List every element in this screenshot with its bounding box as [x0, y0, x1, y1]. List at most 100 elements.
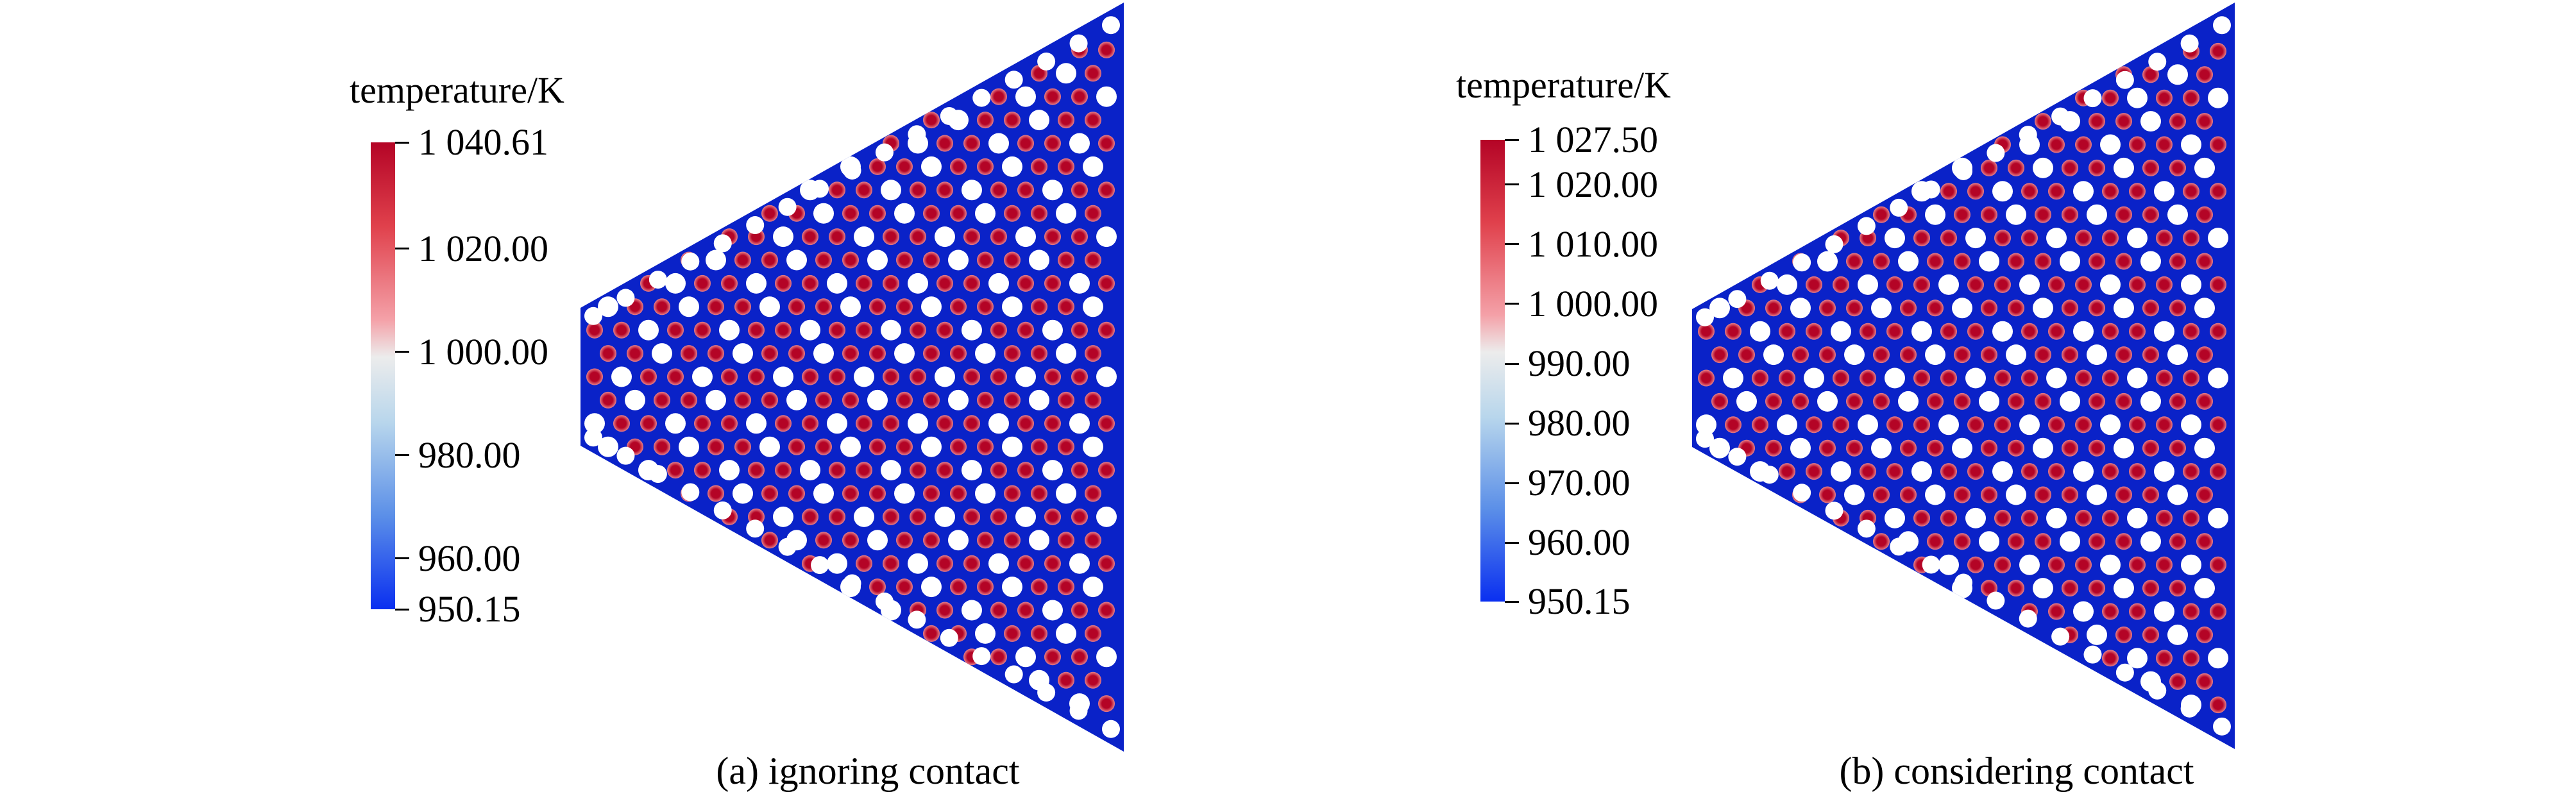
fuel-hotspot [2142, 439, 2159, 457]
fuel-hotspot [802, 274, 818, 292]
edge-channel [713, 234, 732, 253]
fuel-hotspot [1860, 369, 1876, 387]
coolant-channel [2087, 204, 2107, 225]
fuel-hotspot [654, 298, 670, 316]
edge-channel [908, 125, 926, 144]
fuel-hotspot [896, 251, 913, 269]
fuel-hotspot [2210, 463, 2226, 480]
fuel-hotspot [2089, 159, 2105, 176]
coolant-channel [584, 413, 605, 434]
fuel-hotspot [1860, 323, 1876, 340]
colorbar-tick-label: 960.00 [418, 537, 521, 579]
fuel-hotspot [1981, 346, 1997, 364]
fuel-hotspot [2035, 346, 2051, 364]
coolant-channel [1083, 156, 1103, 177]
coolant-channel [611, 366, 632, 387]
fuel-hotspot [1044, 648, 1061, 666]
fuel-hotspot [2062, 346, 2078, 364]
fuel-hotspot [2183, 89, 2199, 106]
coolant-channel [679, 296, 699, 317]
coolant-channel [773, 366, 793, 387]
coolant-channel [921, 436, 942, 457]
fuel-hotspot [1044, 368, 1061, 385]
fuel-hotspot [1954, 392, 1970, 410]
coolant-channel [2060, 391, 2080, 412]
fuel-hotspot [2089, 113, 2105, 130]
fuel-hotspot [2129, 603, 2146, 620]
colorbar-title: temperature/K [1456, 64, 1671, 106]
fuel-hotspot [600, 345, 616, 362]
edge-channel [1987, 144, 2005, 162]
coolant-channel [1790, 437, 1811, 459]
coolant-channel [827, 273, 847, 294]
fuel-hotspot [829, 462, 845, 479]
colorbar-tick [1505, 139, 1519, 141]
fuel-hotspot [2210, 603, 2226, 620]
edge-channel [908, 611, 926, 629]
fuel-hotspot [2169, 580, 2186, 597]
fuel-hotspot [1698, 369, 1715, 387]
fuel-hotspot [1752, 369, 1768, 387]
fuel-hotspot [2048, 463, 2065, 480]
edge-channel [1696, 430, 1714, 448]
fuel-hotspot [2196, 206, 2213, 223]
fuel-hotspot [2115, 253, 2132, 270]
coolant-channel [1858, 414, 1878, 435]
fuel-hotspot [815, 298, 832, 316]
fuel-hotspot [1833, 276, 1849, 293]
coolant-channel [1069, 273, 1090, 294]
edge-channel [746, 519, 765, 538]
fuel-hotspot [1017, 135, 1034, 152]
fuel-hotspot [2035, 253, 2051, 270]
fuel-hotspot [761, 485, 778, 502]
coolant-channel [881, 180, 901, 201]
fuel-hotspot [1058, 671, 1074, 689]
fuel-hotspot [2021, 230, 2038, 247]
fuel-hotspot [734, 438, 751, 455]
fuel-hotspot [923, 205, 940, 222]
coolant-channel [2154, 601, 2174, 622]
fuel-hotspot [1792, 392, 1809, 410]
coolant-channel [1885, 507, 1905, 528]
fuel-hotspot [681, 391, 697, 409]
fuel-hotspot [2156, 509, 2173, 527]
fuel-hotspot [1098, 415, 1115, 432]
fuel-hotspot [1044, 88, 1061, 105]
fuel-hotspot [1058, 532, 1074, 549]
coolant-channel [786, 249, 807, 271]
coolant-channel [813, 483, 834, 504]
edge-channel [940, 106, 958, 125]
edge-channel [648, 271, 667, 289]
coolant-channel [598, 436, 618, 457]
coolant-channel [692, 366, 713, 387]
fuel-hotspot [1031, 578, 1047, 596]
coolant-channel [827, 413, 847, 434]
fuel-hotspot [748, 368, 765, 385]
fuel-hotspot [1058, 112, 1074, 129]
fuel-hotspot [977, 578, 994, 596]
fuel-hotspot [2048, 183, 2065, 200]
coolant-channel [2167, 344, 2188, 366]
colorbar-tick [395, 248, 409, 250]
coolant-channel [1925, 484, 1945, 505]
fuel-hotspot [1044, 135, 1061, 152]
coolant-channel [2181, 134, 2201, 155]
fuel-assembly-temperature-field [580, 3, 1124, 752]
fuel-hotspot [1098, 462, 1115, 479]
fuel-hotspot [775, 462, 792, 479]
fuel-hotspot [923, 532, 940, 549]
coolant-channel [1029, 530, 1049, 551]
fuel-hotspot [802, 368, 818, 385]
fuel-hotspot [2008, 253, 2024, 270]
fuel-hotspot [1765, 439, 1782, 457]
fuel-hotspot [1967, 183, 1984, 200]
fuel-hotspot [2210, 183, 2226, 200]
fuel-hotspot [936, 555, 953, 572]
edge-channel [616, 289, 635, 307]
fuel-hotspot [842, 485, 859, 502]
coolant-channel [2019, 274, 2040, 295]
fuel-hotspot [2048, 603, 2065, 620]
fuel-hotspot [761, 391, 778, 409]
coolant-channel [2006, 344, 2026, 366]
coolant-channel [2046, 367, 2067, 389]
